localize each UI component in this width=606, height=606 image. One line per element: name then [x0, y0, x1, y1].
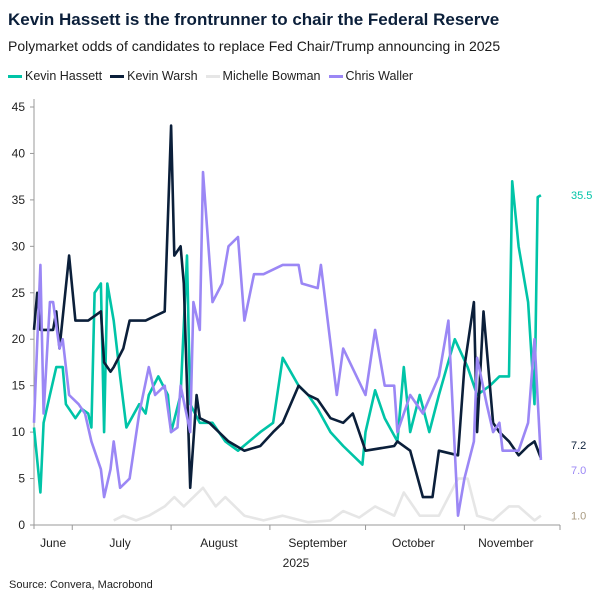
legend-label: Kevin Warsh: [127, 69, 198, 83]
series-line-kevin-warsh: [32, 124, 543, 499]
x-tick-label: June: [40, 536, 66, 550]
chart-title: Kevin Hassett is the frontrunner to chai…: [8, 10, 500, 29]
x-tick-label: October: [392, 536, 435, 550]
legend-item-hassett: Kevin Hassett: [8, 69, 102, 83]
y-tick-label: 15: [12, 379, 26, 393]
y-tick-label: 25: [12, 286, 26, 300]
legend-label: Chris Waller: [345, 69, 414, 83]
legend: Kevin Hassett Kevin Warsh Michelle Bowma…: [8, 69, 413, 83]
y-tick-label: 10: [12, 425, 26, 439]
x-tick-label: August: [200, 536, 238, 550]
series-line-chris-waller: [32, 170, 543, 517]
source-note: Source: Convera, Macrobond: [9, 579, 153, 591]
legend-item-waller: Chris Waller: [328, 69, 414, 83]
legend-item-bowman: Michelle Bowman: [205, 69, 321, 83]
series-line-michelle-bowman: [113, 477, 542, 524]
legend-item-warsh: Kevin Warsh: [110, 69, 198, 83]
y-tick-label: 40: [12, 146, 26, 160]
x-axis-label: 2025: [283, 556, 310, 570]
legend-swatch: [8, 74, 22, 78]
end-value-label: 35.5: [571, 190, 592, 202]
end-value-label: 7.0: [571, 465, 586, 477]
x-tick-label: July: [109, 536, 130, 550]
y-tick-label: 45: [12, 100, 26, 114]
x-tick-label: November: [478, 536, 533, 550]
y-tick-label: 20: [12, 332, 26, 346]
legend-swatch: [328, 74, 343, 78]
legend-swatch: [110, 74, 125, 78]
y-tick-label: 5: [18, 472, 25, 486]
end-value-label: 7.2: [571, 440, 586, 452]
x-tick-label: September: [288, 536, 347, 550]
legend-label: Kevin Hassett: [25, 69, 103, 83]
legend-label: Michelle Bowman: [222, 69, 321, 83]
y-tick-label: 35: [12, 193, 26, 207]
y-tick-label: 30: [12, 239, 26, 253]
chart-subtitle: Polymarket odds of candidates to replace…: [8, 38, 501, 54]
legend-swatch: [205, 74, 220, 78]
series-line-kevin-hassett: [32, 180, 542, 494]
y-tick-label: 0: [18, 518, 25, 532]
end-value-label: 1.0: [571, 511, 586, 523]
